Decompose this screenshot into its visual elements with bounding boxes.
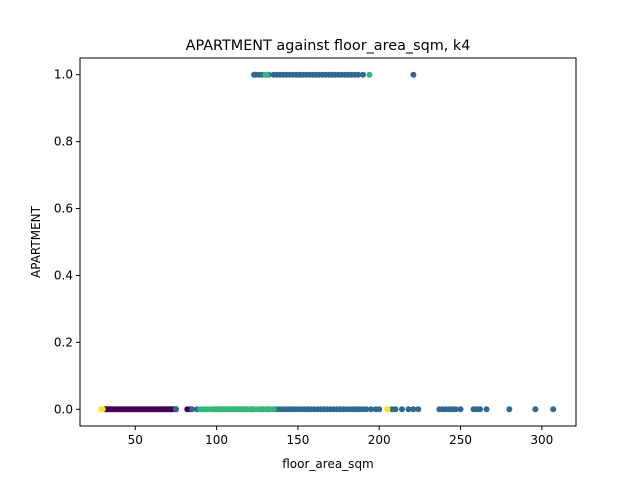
data-point [398,406,405,413]
data-point [392,406,399,413]
data-point [452,406,459,413]
data-point [550,406,557,413]
data-point [410,406,417,413]
data-point [410,71,417,78]
data-point [363,406,370,413]
data-point [384,406,391,413]
data-point [483,406,490,413]
axes: 50 100 150 200 250 300 0.0 0.2 0.4 0.6 0.8 1.0 [54,68,553,447]
chart-title: APARTMENT against floor_area_sqm, k4 [186,38,471,54]
data-point [189,406,196,413]
y-tick-label: 0.4 [54,268,73,282]
data-point [368,406,375,413]
data-point [99,406,106,413]
x-tick-label: 250 [449,433,472,447]
data-point [172,406,179,413]
plot-area-frame [79,57,577,427]
x-tick-label: 50 [128,433,143,447]
data-point [415,406,422,413]
data-point [264,71,271,78]
data-point [457,406,464,413]
y-tick-label: 0.8 [54,135,73,149]
y-tick-label: 0.2 [54,335,73,349]
data-point [376,406,383,413]
x-axis-label: floor_area_sqm [282,457,374,471]
data-point [532,406,539,413]
data-point [270,406,277,413]
y-tick-label: 1.0 [54,68,73,82]
x-tick-label: 300 [530,433,553,447]
x-tick-label: 150 [286,433,309,447]
data-point [405,406,412,413]
y-tick-label: 0.0 [54,402,73,416]
y-tick-label: 0.6 [54,202,73,216]
data-point [359,71,366,78]
x-tick-label: 200 [368,433,391,447]
x-tick-label: 100 [205,433,228,447]
data-point [355,71,362,78]
data-point [366,71,373,78]
y-axis-label: APARTMENT [29,205,43,278]
data-points [98,71,557,413]
data-point [506,406,513,413]
data-point [477,406,484,413]
